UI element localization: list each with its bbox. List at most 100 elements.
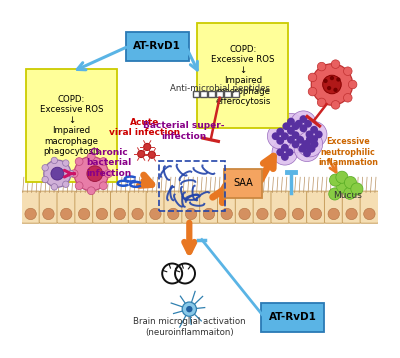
Circle shape (185, 208, 197, 220)
Circle shape (104, 170, 112, 178)
FancyBboxPatch shape (360, 191, 379, 223)
Circle shape (306, 131, 314, 138)
Circle shape (25, 208, 36, 220)
FancyBboxPatch shape (324, 191, 343, 223)
FancyBboxPatch shape (307, 191, 325, 223)
Circle shape (272, 139, 298, 165)
Circle shape (75, 158, 83, 165)
Circle shape (144, 143, 151, 150)
Text: Acute
viral infection: Acute viral infection (109, 117, 180, 137)
FancyBboxPatch shape (218, 191, 236, 223)
Circle shape (282, 122, 290, 130)
Circle shape (292, 140, 300, 148)
FancyBboxPatch shape (75, 191, 93, 223)
Circle shape (51, 167, 64, 180)
Circle shape (296, 136, 304, 144)
Circle shape (281, 144, 289, 151)
Circle shape (87, 166, 103, 182)
Circle shape (351, 183, 363, 195)
Circle shape (276, 148, 284, 156)
FancyBboxPatch shape (57, 191, 76, 223)
Circle shape (276, 137, 284, 145)
Circle shape (328, 208, 340, 220)
FancyBboxPatch shape (200, 91, 207, 97)
Circle shape (306, 135, 314, 143)
Circle shape (300, 125, 307, 132)
Circle shape (274, 208, 286, 220)
Circle shape (317, 62, 326, 71)
Circle shape (267, 124, 293, 149)
Circle shape (148, 151, 156, 158)
Circle shape (327, 86, 331, 90)
Circle shape (310, 140, 318, 148)
FancyBboxPatch shape (253, 191, 272, 223)
Circle shape (87, 187, 95, 195)
Circle shape (75, 182, 83, 190)
FancyBboxPatch shape (93, 191, 111, 223)
Circle shape (344, 187, 356, 199)
Circle shape (132, 208, 143, 220)
Circle shape (51, 184, 58, 190)
Circle shape (315, 131, 323, 138)
Circle shape (168, 208, 179, 220)
Circle shape (272, 132, 280, 140)
FancyBboxPatch shape (146, 191, 165, 223)
Circle shape (310, 126, 318, 134)
Circle shape (330, 76, 334, 80)
FancyBboxPatch shape (208, 91, 215, 97)
FancyBboxPatch shape (289, 191, 307, 223)
Circle shape (100, 158, 107, 165)
Circle shape (62, 160, 69, 166)
Text: AT-RvD1: AT-RvD1 (269, 312, 317, 322)
Circle shape (286, 148, 294, 156)
Circle shape (87, 153, 95, 160)
FancyBboxPatch shape (128, 191, 147, 223)
Circle shape (290, 111, 316, 136)
Circle shape (51, 157, 58, 164)
Circle shape (295, 120, 303, 128)
Circle shape (323, 75, 341, 94)
Text: Brain microglial activation
(neuroinflammaiton): Brain microglial activation (neuroinflam… (133, 317, 246, 337)
Circle shape (364, 208, 375, 220)
Circle shape (78, 208, 90, 220)
FancyBboxPatch shape (232, 91, 238, 97)
Circle shape (303, 140, 311, 148)
FancyBboxPatch shape (197, 23, 288, 129)
Circle shape (306, 145, 314, 153)
Circle shape (336, 171, 348, 183)
Circle shape (303, 149, 311, 157)
Circle shape (42, 176, 48, 183)
Circle shape (311, 64, 353, 105)
Text: Mucus: Mucus (334, 190, 362, 199)
Circle shape (344, 176, 356, 189)
Circle shape (60, 208, 72, 220)
Text: AT-RvD1: AT-RvD1 (133, 41, 181, 51)
Circle shape (70, 170, 78, 178)
Circle shape (294, 136, 320, 161)
Circle shape (331, 101, 340, 109)
Text: Bacterial super-
infection: Bacterial super- infection (143, 121, 225, 141)
Circle shape (344, 67, 352, 76)
Text: SAA: SAA (233, 178, 253, 188)
Circle shape (287, 118, 295, 126)
FancyBboxPatch shape (21, 191, 40, 223)
Circle shape (182, 302, 196, 316)
Circle shape (292, 208, 304, 220)
Circle shape (323, 79, 328, 83)
Circle shape (304, 120, 312, 128)
FancyBboxPatch shape (271, 191, 290, 223)
Circle shape (344, 93, 352, 102)
Circle shape (239, 208, 250, 220)
Circle shape (257, 208, 268, 220)
Circle shape (329, 188, 341, 200)
Circle shape (42, 165, 48, 171)
Circle shape (68, 170, 74, 177)
Circle shape (300, 115, 307, 123)
FancyBboxPatch shape (261, 303, 324, 332)
Circle shape (348, 80, 357, 89)
FancyBboxPatch shape (342, 191, 361, 223)
Circle shape (114, 208, 126, 220)
Circle shape (308, 87, 317, 96)
Circle shape (287, 127, 295, 135)
Circle shape (336, 181, 349, 193)
